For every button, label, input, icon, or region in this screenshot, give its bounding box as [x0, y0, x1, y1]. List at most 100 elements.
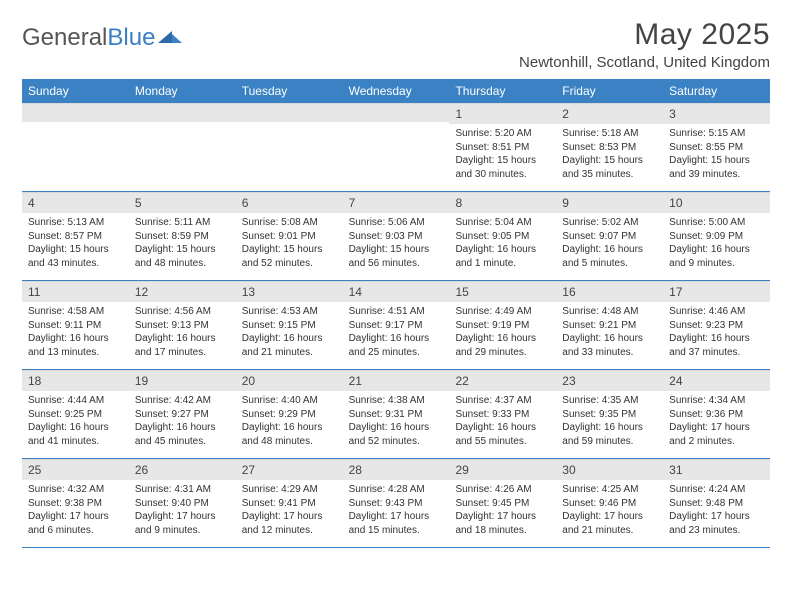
day-number — [129, 103, 236, 122]
day-line: Sunrise: 4:42 AM — [135, 394, 230, 408]
day-body — [236, 122, 343, 129]
weekday-header: Monday — [129, 79, 236, 103]
day-line: and 52 minutes. — [349, 435, 444, 449]
day-line: Daylight: 17 hours — [349, 510, 444, 524]
calendar-day: 16Sunrise: 4:48 AMSunset: 9:21 PMDayligh… — [556, 281, 663, 369]
title-block: May 2025 Newtonhill, Scotland, United Ki… — [519, 18, 770, 71]
logo-mark-icon — [158, 24, 184, 52]
day-line: and 1 minute. — [455, 257, 550, 271]
day-line: and 17 minutes. — [135, 346, 230, 360]
day-body: Sunrise: 5:20 AMSunset: 8:51 PMDaylight:… — [449, 124, 556, 185]
day-line: and 15 minutes. — [349, 524, 444, 538]
day-line: and 41 minutes. — [28, 435, 123, 449]
day-line: Sunrise: 5:11 AM — [135, 216, 230, 230]
day-line: and 29 minutes. — [455, 346, 550, 360]
day-line: Sunrise: 4:34 AM — [669, 394, 764, 408]
day-line: Daylight: 17 hours — [562, 510, 657, 524]
day-number: 19 — [129, 370, 236, 391]
calendar-day — [129, 103, 236, 191]
day-body: Sunrise: 5:08 AMSunset: 9:01 PMDaylight:… — [236, 213, 343, 274]
day-line: Daylight: 17 hours — [669, 510, 764, 524]
day-line: and 21 minutes. — [242, 346, 337, 360]
day-line: Sunset: 9:36 PM — [669, 408, 764, 422]
day-line: Sunset: 8:55 PM — [669, 141, 764, 155]
day-body: Sunrise: 4:46 AMSunset: 9:23 PMDaylight:… — [663, 302, 770, 363]
day-line: Daylight: 15 hours — [669, 154, 764, 168]
day-line: Sunrise: 4:58 AM — [28, 305, 123, 319]
day-line: Sunrise: 5:06 AM — [349, 216, 444, 230]
day-line: and 48 minutes. — [135, 257, 230, 271]
day-line: Daylight: 16 hours — [242, 332, 337, 346]
day-line: Sunrise: 4:25 AM — [562, 483, 657, 497]
calendar-day: 22Sunrise: 4:37 AMSunset: 9:33 PMDayligh… — [449, 370, 556, 458]
day-line: and 23 minutes. — [669, 524, 764, 538]
day-line: and 30 minutes. — [455, 168, 550, 182]
day-line: and 25 minutes. — [349, 346, 444, 360]
day-line: and 9 minutes. — [669, 257, 764, 271]
calendar-day: 26Sunrise: 4:31 AMSunset: 9:40 PMDayligh… — [129, 459, 236, 547]
day-line: Sunset: 9:19 PM — [455, 319, 550, 333]
day-line: Daylight: 15 hours — [242, 243, 337, 257]
day-body: Sunrise: 4:49 AMSunset: 9:19 PMDaylight:… — [449, 302, 556, 363]
day-body: Sunrise: 5:06 AMSunset: 9:03 PMDaylight:… — [343, 213, 450, 274]
day-line: Sunset: 9:03 PM — [349, 230, 444, 244]
calendar-day — [22, 103, 129, 191]
day-line: Sunrise: 4:29 AM — [242, 483, 337, 497]
day-number — [236, 103, 343, 122]
calendar-day: 24 Sunrise: 4:34 AMSunset: 9:36 PMDayligh… — [663, 370, 770, 458]
day-line: and 33 minutes. — [562, 346, 657, 360]
day-number: 3 — [663, 103, 770, 124]
day-number: 9 — [556, 192, 663, 213]
day-line: Sunrise: 4:26 AM — [455, 483, 550, 497]
day-body: Sunrise: 5:13 AMSunset: 8:57 PMDaylight:… — [22, 213, 129, 274]
day-number: 24 — [663, 370, 770, 391]
calendar-day: 27Sunrise: 4:29 AMSunset: 9:41 PMDayligh… — [236, 459, 343, 547]
day-line: Sunset: 8:57 PM — [28, 230, 123, 244]
calendar-day: 29Sunrise: 4:26 AMSunset: 9:45 PMDayligh… — [449, 459, 556, 547]
day-line: and 59 minutes. — [562, 435, 657, 449]
day-body: Sunrise: 5:15 AMSunset: 8:55 PMDaylight:… — [663, 124, 770, 185]
day-line: Sunrise: 4:28 AM — [349, 483, 444, 497]
day-line: Daylight: 16 hours — [669, 332, 764, 346]
calendar-week-row: 18Sunrise: 4:44 AMSunset: 9:25 PMDayligh… — [22, 370, 770, 459]
day-body: Sunrise: 4:25 AMSunset: 9:46 PMDaylight:… — [556, 480, 663, 541]
calendar-day: 20Sunrise: 4:40 AMSunset: 9:29 PMDayligh… — [236, 370, 343, 458]
calendar-day: 14Sunrise: 4:51 AMSunset: 9:17 PMDayligh… — [343, 281, 450, 369]
day-line: Sunrise: 5:13 AM — [28, 216, 123, 230]
day-line: Sunset: 9:45 PM — [455, 497, 550, 511]
day-body: Sunrise: 4:35 AMSunset: 9:35 PMDaylight:… — [556, 391, 663, 452]
day-line: Sunset: 9:09 PM — [669, 230, 764, 244]
day-body: Sunrise: 5:00 AMSunset: 9:09 PMDaylight:… — [663, 213, 770, 274]
day-number: 30 — [556, 459, 663, 480]
calendar-day: 23Sunrise: 4:35 AMSunset: 9:35 PMDayligh… — [556, 370, 663, 458]
day-number: 23 — [556, 370, 663, 391]
calendar-day: 5Sunrise: 5:11 AMSunset: 8:59 PMDaylight… — [129, 192, 236, 280]
day-line: Sunset: 9:23 PM — [669, 319, 764, 333]
day-line: and 9 minutes. — [135, 524, 230, 538]
day-number: 4 — [22, 192, 129, 213]
day-number — [22, 103, 129, 122]
calendar-day: 3Sunrise: 5:15 AMSunset: 8:55 PMDaylight… — [663, 103, 770, 191]
day-line: Daylight: 15 hours — [562, 154, 657, 168]
day-line: Sunrise: 4:56 AM — [135, 305, 230, 319]
calendar-day: 2Sunrise: 5:18 AMSunset: 8:53 PMDaylight… — [556, 103, 663, 191]
day-line: Sunrise: 4:31 AM — [135, 483, 230, 497]
day-line: Sunset: 9:38 PM — [28, 497, 123, 511]
day-line: Sunset: 9:40 PM — [135, 497, 230, 511]
day-line: Sunrise: 5:08 AM — [242, 216, 337, 230]
day-line: Sunrise: 4:53 AM — [242, 305, 337, 319]
day-line: Daylight: 17 hours — [669, 421, 764, 435]
logo-text-2: Blue — [107, 24, 155, 52]
day-line: and 35 minutes. — [562, 168, 657, 182]
calendar-day: 9Sunrise: 5:02 AMSunset: 9:07 PMDaylight… — [556, 192, 663, 280]
day-line: Sunset: 9:41 PM — [242, 497, 337, 511]
day-body: Sunrise: 4:40 AMSunset: 9:29 PMDaylight:… — [236, 391, 343, 452]
weekday-header: Thursday — [449, 79, 556, 103]
day-line: and 18 minutes. — [455, 524, 550, 538]
calendar-day: 28Sunrise: 4:28 AMSunset: 9:43 PMDayligh… — [343, 459, 450, 547]
day-body: Sunrise: 5:02 AMSunset: 9:07 PMDaylight:… — [556, 213, 663, 274]
day-line: Sunrise: 4:49 AM — [455, 305, 550, 319]
day-line: Daylight: 16 hours — [455, 332, 550, 346]
day-line: Daylight: 16 hours — [562, 332, 657, 346]
day-line: Sunset: 9:17 PM — [349, 319, 444, 333]
